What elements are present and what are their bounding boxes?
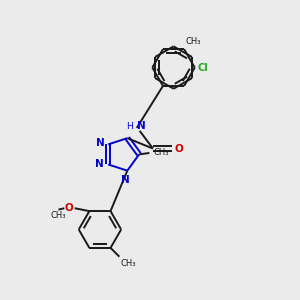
Text: N: N xyxy=(122,175,130,185)
Text: CH₃: CH₃ xyxy=(186,37,201,46)
Text: H: H xyxy=(127,122,133,131)
Text: O: O xyxy=(64,203,73,213)
Text: CH₃: CH₃ xyxy=(154,148,169,158)
Text: CH₃: CH₃ xyxy=(51,211,66,220)
Text: N: N xyxy=(96,138,105,148)
Text: Cl: Cl xyxy=(197,63,208,73)
Text: O: O xyxy=(174,143,183,154)
Text: N: N xyxy=(137,122,146,131)
Text: CH₃: CH₃ xyxy=(121,259,136,268)
Text: N: N xyxy=(95,160,104,170)
